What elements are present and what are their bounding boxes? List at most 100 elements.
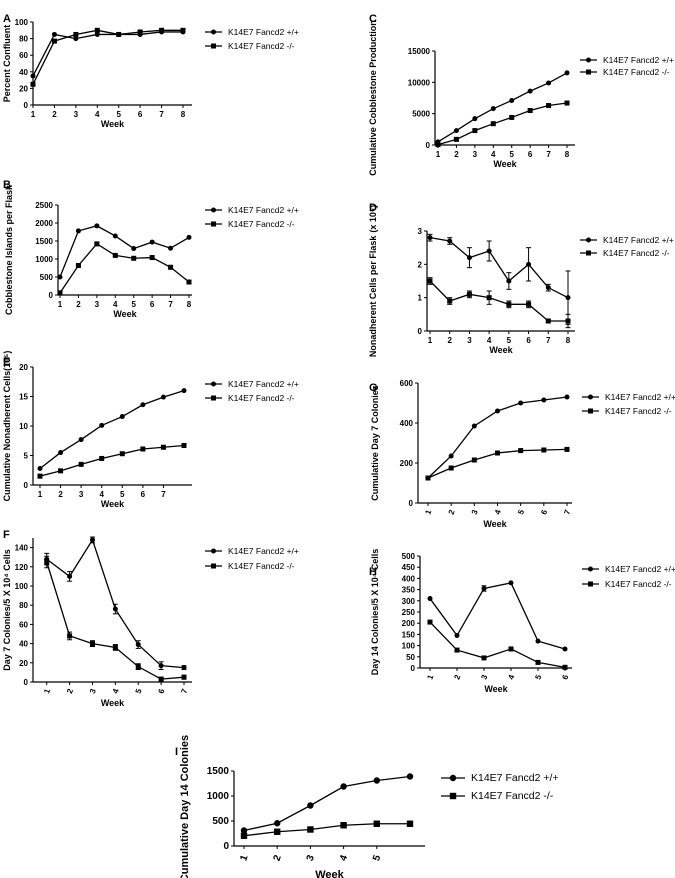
series-knockout: [240, 820, 414, 839]
data-point: [546, 103, 552, 109]
data-point: [427, 596, 433, 602]
data-point: [508, 646, 514, 652]
data-point: [508, 580, 514, 586]
y-tick-label: 5: [24, 452, 29, 461]
data-point: [564, 100, 570, 106]
legend-marker: [449, 792, 457, 800]
legend-marker: [586, 250, 591, 256]
data-point: [526, 261, 532, 267]
data-point: [495, 408, 500, 414]
y-axis-title: Day 14 Colonies/5 X 10⁴ Cells: [370, 549, 380, 676]
panel-label: E: [3, 356, 10, 368]
data-point: [57, 290, 63, 296]
data-point: [541, 447, 547, 453]
data-point: [490, 106, 496, 112]
series-wildtype: [44, 536, 187, 671]
y-axis-title: Nonadherent Cells per Flask (x 10⁵): [368, 205, 378, 357]
data-point: [168, 264, 174, 270]
x-axis-title: Week: [101, 119, 125, 129]
y-tick-label: 150: [402, 630, 416, 639]
data-point: [112, 606, 118, 612]
x-axis-title: Week: [484, 684, 508, 694]
series-line: [429, 621, 566, 668]
data-point: [481, 655, 487, 661]
data-point: [425, 475, 431, 481]
series-knockout: [435, 100, 570, 148]
data-point: [73, 36, 79, 42]
x-tick-label: 6: [560, 673, 570, 681]
data-point: [435, 142, 441, 148]
x-tick-label: 2: [76, 300, 81, 309]
legend-marker: [211, 221, 216, 227]
legend-marker: [211, 395, 216, 401]
x-tick-label: 7: [179, 687, 189, 695]
panel-label: A: [3, 13, 11, 25]
x-tick-label: 2: [452, 673, 462, 681]
series-line: [39, 444, 185, 477]
data-point: [160, 394, 166, 400]
y-tick-label: 20: [19, 659, 28, 668]
data-point: [535, 638, 541, 644]
y-tick-label: 200: [400, 459, 414, 468]
series-wildtype: [37, 388, 187, 471]
x-tick-label: 3: [95, 300, 100, 309]
legend-marker: [211, 29, 216, 35]
data-point: [447, 238, 453, 244]
legend-marker: [211, 563, 216, 569]
data-point: [131, 255, 137, 261]
y-tick-label: 100: [15, 582, 29, 591]
y-tick-label: 2000: [35, 219, 53, 228]
x-tick-label: 2: [65, 687, 75, 695]
x-tick-label: 1: [31, 110, 36, 119]
data-point: [180, 27, 186, 33]
x-tick-label: 4: [338, 853, 350, 862]
data-point: [51, 38, 57, 44]
series-line: [59, 225, 190, 278]
x-tick-label: 6: [539, 508, 549, 516]
x-tick-label: 3: [79, 490, 84, 499]
x-tick-label: 5: [507, 336, 512, 345]
x-tick-label: 6: [138, 110, 143, 119]
y-tick-label: 1500: [207, 766, 230, 777]
data-point: [453, 128, 459, 134]
data-point: [564, 394, 570, 400]
x-tick-label: 1: [436, 150, 441, 159]
y-tick-label: 60: [19, 620, 28, 629]
data-point: [186, 234, 192, 240]
y-tick-label: 80: [19, 35, 28, 44]
x-tick-label: 1: [238, 853, 250, 862]
y-tick-label: 1000: [35, 255, 53, 264]
y-tick-label: 0: [24, 678, 29, 687]
y-tick-label: 450: [402, 563, 416, 572]
data-point: [94, 27, 100, 33]
x-tick-label: 8: [187, 300, 192, 309]
series-wildtype: [240, 773, 414, 834]
y-tick-label: 120: [15, 563, 29, 572]
series-line: [32, 29, 183, 85]
data-point: [340, 783, 347, 790]
y-tick-label: 300: [402, 597, 416, 606]
data-point: [448, 453, 454, 459]
legend-marker: [586, 69, 591, 75]
data-point: [466, 255, 472, 261]
x-tick-label: 8: [566, 336, 571, 345]
data-point: [149, 255, 155, 261]
legend-label: K14E7 Fancd2 -/-: [228, 219, 295, 229]
data-point: [427, 235, 433, 241]
y-tick-label: 40: [19, 68, 28, 77]
x-tick-label: 5: [509, 150, 514, 159]
data-point: [57, 274, 63, 280]
x-tick-label: 4: [493, 508, 503, 516]
legend-label: K14E7 Fancd2 -/-: [471, 790, 554, 802]
data-point: [89, 641, 95, 647]
y-axis-title-text: Cumulative Nonadherent Cells(10⁵): [2, 351, 12, 502]
legend-marker: [586, 237, 591, 243]
series-wildtype: [30, 29, 186, 79]
data-point: [116, 31, 122, 37]
data-point: [518, 400, 524, 406]
legend-label: K14E7 Fancd2 +/+: [605, 392, 675, 402]
series-wildtype: [425, 394, 570, 481]
x-tick-label: 6: [150, 300, 155, 309]
y-tick-label: 0: [24, 481, 29, 490]
